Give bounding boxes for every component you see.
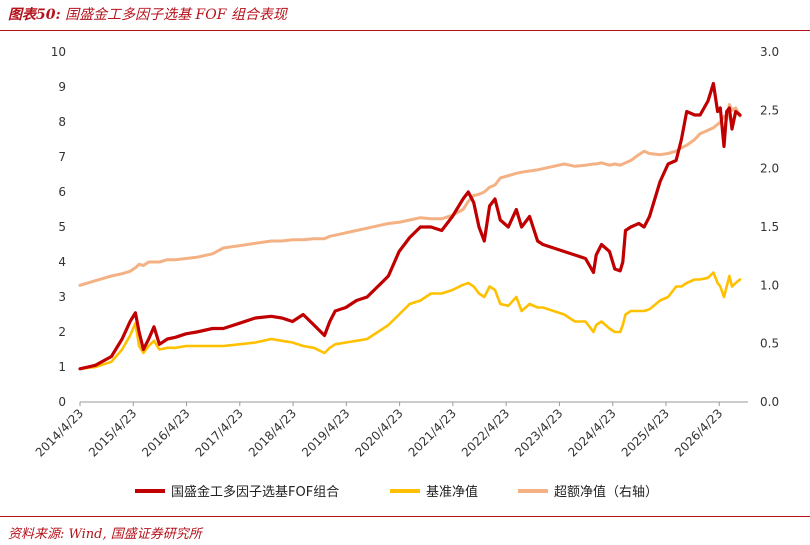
y-left-tick-label: 9 bbox=[58, 80, 66, 94]
x-tick-label: 2014/4/23 bbox=[33, 406, 86, 459]
y-right-tick-label: 3.0 bbox=[760, 45, 779, 59]
top-rule bbox=[0, 30, 810, 31]
x-tick-label: 2018/4/23 bbox=[246, 406, 299, 459]
y-left-tick-label: 3 bbox=[58, 290, 66, 304]
figure-label: 图表50: bbox=[8, 7, 61, 23]
y-left-tick-label: 6 bbox=[58, 185, 66, 199]
x-tick-label: 2026/4/23 bbox=[672, 406, 725, 459]
x-tick-label: 2023/4/23 bbox=[512, 406, 565, 459]
y-left-tick-label: 7 bbox=[58, 150, 66, 164]
legend-label: 超额净值（右轴） bbox=[554, 484, 658, 500]
y-left-tick-label: 5 bbox=[58, 220, 66, 234]
bottom-rule bbox=[0, 516, 810, 517]
y-right-tick-label: 2.0 bbox=[760, 162, 779, 176]
y-left-tick-label: 4 bbox=[58, 255, 66, 269]
series-line-1 bbox=[78, 271, 742, 371]
chart-svg: 0 1 2 3 4 5 6 7 8 9 10 0.0 0.5 1.0 1.5 2.0 2.5 3.0 2014/4/… bbox=[33, 45, 779, 500]
x-tick-label: 2017/4/23 bbox=[193, 406, 246, 459]
x-tick-label: 2020/4/23 bbox=[352, 406, 405, 459]
legend-label: 基准净值 bbox=[426, 484, 478, 500]
legend-label: 国盛金工多因子选基FOF组合 bbox=[171, 484, 339, 500]
figure-title: 图表50: 国盛金工多因子选基 FOF 组合表现 bbox=[8, 4, 287, 24]
y-left-tick-label: 8 bbox=[58, 115, 66, 129]
x-tick-label: 2015/4/23 bbox=[86, 406, 139, 459]
x-tick-label: 2016/4/23 bbox=[139, 406, 192, 459]
y-left-tick-label: 10 bbox=[51, 45, 66, 59]
series-line-0 bbox=[78, 81, 742, 371]
source-note: 资料来源: Wind, 国盛证券研究所 bbox=[8, 527, 202, 542]
y-right-tick-label: 2.5 bbox=[760, 103, 779, 117]
y-right-tick-label: 1.5 bbox=[760, 220, 779, 234]
x-tick-label: 2022/4/23 bbox=[459, 406, 512, 459]
y-left-tick-label: 2 bbox=[58, 325, 66, 339]
series-line-2 bbox=[78, 103, 742, 287]
x-tick-label: 2019/4/23 bbox=[299, 406, 352, 459]
y-right-tick-label: 0.0 bbox=[760, 395, 779, 409]
y-left-tick-label: 0 bbox=[58, 395, 66, 409]
y-right-tick-label: 0.5 bbox=[760, 337, 779, 351]
y-right-tick-label: 1.0 bbox=[760, 278, 779, 292]
figure-title-text: 国盛金工多因子选基 FOF 组合表现 bbox=[65, 7, 287, 23]
y-left-tick-label: 1 bbox=[58, 360, 66, 374]
x-tick-label: 2021/4/23 bbox=[406, 406, 459, 459]
x-tick-label: 2024/4/23 bbox=[565, 406, 618, 459]
x-tick-label: 2025/4/23 bbox=[619, 406, 672, 459]
